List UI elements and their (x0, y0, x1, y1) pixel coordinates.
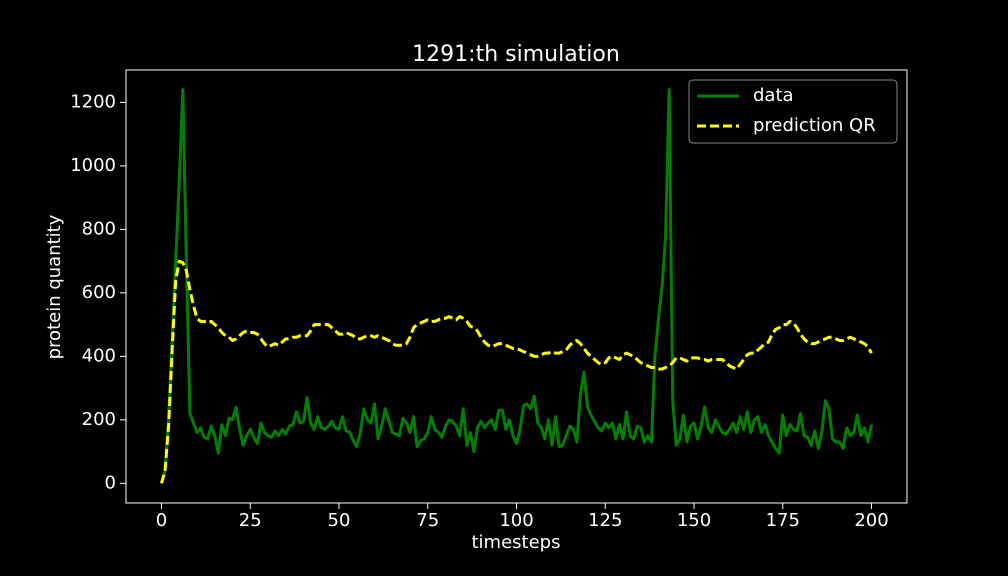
x-axis-label: timesteps (472, 532, 561, 553)
y-tick-label: 1200 (70, 91, 116, 112)
data-line (160, 259, 873, 484)
x-tick-label: 100 (499, 510, 533, 531)
y-tick-label: 1000 (70, 155, 116, 176)
x-tick-label: 125 (588, 510, 622, 531)
x-tick-label: 175 (766, 510, 800, 531)
legend-box (688, 79, 898, 144)
y-tick-label: 600 (82, 282, 116, 303)
legend-label: data (753, 85, 794, 106)
x-tick-label: 150 (677, 510, 711, 531)
y-tick-label: 0 (105, 472, 116, 493)
y-axis-label: protein quantity (44, 214, 65, 359)
plot-frame (125, 69, 908, 504)
x-tick-label: 200 (854, 510, 888, 531)
legend-label: prediction QR (753, 115, 876, 136)
x-tick-label: 75 (416, 510, 439, 531)
x-tick-label: 25 (239, 510, 262, 531)
chart-title: 1291:th simulation (412, 42, 620, 67)
y-tick-label: 800 (82, 218, 116, 239)
x-tick-label: 0 (156, 510, 167, 531)
data-line (160, 88, 873, 484)
x-tick-label: 50 (328, 510, 351, 531)
y-tick-label: 400 (82, 345, 116, 366)
y-tick-label: 200 (82, 409, 116, 430)
